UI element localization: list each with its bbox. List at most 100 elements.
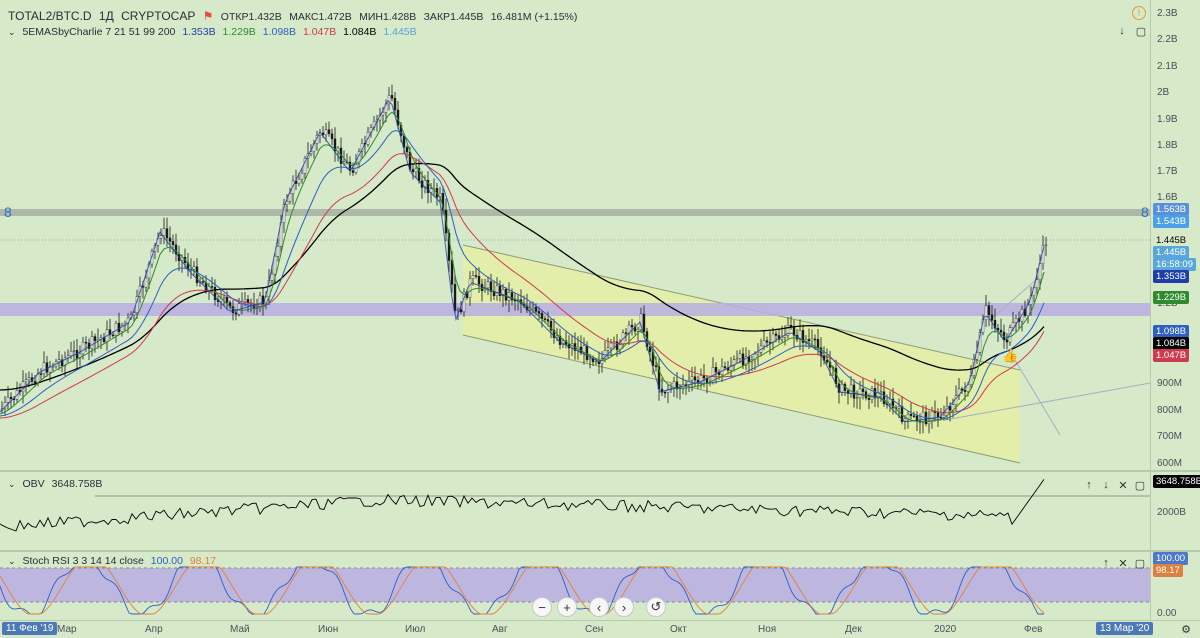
candle-body: [489, 281, 493, 292]
candle-body: [1011, 322, 1015, 328]
candle-body: [300, 173, 304, 180]
zoom-out-button[interactable]: −: [532, 597, 552, 617]
obv-line: [0, 479, 1045, 532]
candle-body: [780, 337, 784, 340]
descending-channel: [463, 245, 1020, 463]
exchange: CRYPTOCAP: [121, 9, 196, 23]
candle-body: [351, 170, 355, 173]
candle-body: [225, 296, 229, 303]
candle-body: [42, 362, 46, 375]
stoch-d-axis-label: 98.17: [1153, 564, 1183, 577]
maximize-pane-icon[interactable]: ▢: [1134, 557, 1146, 570]
price-label: 1.229B: [1153, 291, 1190, 304]
candle-body: [93, 336, 97, 341]
symbol-name[interactable]: TOTAL2/BTC.D: [8, 9, 92, 23]
candle-body: [984, 305, 988, 320]
collapse-chevron-icon[interactable]: ⌄: [8, 479, 16, 489]
candle-body: [114, 322, 118, 336]
candle-body: [729, 365, 733, 371]
obv-tick: 2000B: [1157, 507, 1186, 518]
stoch-rsi-axis[interactable]: 100.00 98.17 0.00: [1150, 552, 1200, 620]
candle-body: [687, 379, 691, 385]
candle-body: [1005, 339, 1009, 343]
candle-body: [939, 417, 943, 419]
maximize-pane-icon[interactable]: ▢: [1135, 25, 1147, 38]
ema99-line: [0, 153, 1045, 419]
ema21-line: [0, 111, 1045, 422]
candle-body: [336, 147, 340, 152]
reset-chart-button[interactable]: ↺: [646, 597, 666, 617]
candle-body: [441, 193, 445, 211]
move-up-arrow-icon[interactable]: ↑: [1103, 557, 1109, 569]
zoom-in-button[interactable]: +: [557, 597, 577, 617]
stoch-rsi-legend[interactable]: ⌄ Stoch RSI 3 3 14 14 close 100.00 98.17: [8, 555, 220, 567]
candle-body: [543, 318, 547, 320]
stoch-rsi-name: Stoch RSI 3 3 14 14 close: [22, 555, 144, 567]
pane-separator[interactable]: [0, 550, 1200, 552]
month-label: Ноя: [758, 624, 777, 635]
price-tick: 900M: [1157, 378, 1183, 389]
obv-pane[interactable]: ⌄ OBV 3648.758B ↑ ↓ ✕ ▢: [0, 472, 1150, 548]
candle-body: [477, 276, 481, 285]
right-infinity-marker-icon: 8: [1141, 204, 1149, 220]
scroll-left-button[interactable]: ‹: [589, 597, 609, 617]
candle-body: [552, 329, 556, 338]
price-axis[interactable]: 2.3B2.2B2.1B2B1.9B1.8B1.7B1.6B1.5B1.4B1.…: [1150, 0, 1200, 470]
collapse-chevron-icon[interactable]: ⌄: [8, 556, 16, 566]
candle-body: [909, 413, 913, 416]
alert-warning-icon[interactable]: !: [1132, 6, 1146, 20]
month-label: Апр: [145, 624, 163, 635]
candle-body: [636, 329, 640, 332]
candle-body: [978, 332, 982, 353]
candle-body: [555, 335, 559, 338]
candle-body: [957, 388, 961, 396]
candle-body: [771, 333, 775, 343]
stoch-rsi-chart[interactable]: [0, 552, 1150, 620]
candle-body: [303, 158, 307, 174]
scroll-right-button[interactable]: ›: [614, 597, 634, 617]
pane-separator[interactable]: [0, 470, 1200, 472]
candle-body: [330, 133, 334, 140]
time-axis[interactable]: 11 Фев '19 Мар Апр Май Июн Июл Авг Сен О…: [0, 620, 1200, 638]
obv-legend[interactable]: ⌄ OBV 3648.758B: [8, 478, 106, 490]
settings-gear-icon[interactable]: ⚙: [1181, 623, 1191, 636]
candle-body: [192, 266, 196, 270]
candle-body: [270, 273, 274, 281]
move-up-arrow-icon[interactable]: ↑: [1086, 479, 1092, 491]
delete-pane-icon[interactable]: ✕: [1118, 557, 1128, 570]
price-tick: 800M: [1157, 405, 1183, 416]
candle-body: [219, 298, 223, 302]
obv-axis[interactable]: 3648.758B 2000B: [1150, 472, 1200, 550]
stoch-rsi-pane[interactable]: ⌄ Stoch RSI 3 3 14 14 close 100.00 98.17…: [0, 552, 1150, 620]
candle-body: [498, 285, 502, 296]
move-down-arrow-icon[interactable]: ↓: [1103, 479, 1109, 491]
interval[interactable]: 1Д: [98, 9, 114, 23]
main-chart-pane[interactable]: 👍 8 8 TOTAL2/BTC.D 1Д CRYPTOCAP ⚑ ОТКР1.…: [0, 0, 1150, 468]
price-chart[interactable]: 👍 8 8: [0, 0, 1150, 468]
candle-body: [387, 95, 391, 105]
ema-indicator-legend[interactable]: ⌄ 5EMASbyCharlie 7 21 51 99 200 1.353B 1…: [8, 26, 421, 38]
move-down-arrow-icon[interactable]: ↓: [1119, 25, 1125, 37]
candle-body: [801, 330, 805, 343]
collapse-chevron-icon[interactable]: ⌄: [8, 27, 16, 37]
candle-body: [762, 340, 766, 347]
trend-line-fan-2: [1014, 359, 1061, 436]
candle-body: [585, 345, 589, 360]
month-label: 2020: [934, 624, 957, 635]
candle-body: [756, 352, 760, 355]
candle-body: [390, 95, 394, 99]
price-label: 1.353B: [1153, 270, 1190, 283]
delete-pane-icon[interactable]: ✕: [1118, 479, 1128, 492]
candle-body: [609, 342, 613, 349]
candle-body: [39, 373, 43, 375]
maximize-pane-icon[interactable]: ▢: [1134, 479, 1146, 492]
obv-chart[interactable]: [0, 472, 1150, 548]
candle-body: [108, 329, 112, 336]
candle-body: [738, 353, 742, 359]
month-label: Сен: [585, 624, 604, 635]
indicator-name: 5EMASbyCharlie 7 21 51 99 200: [22, 26, 176, 38]
candle-body: [261, 295, 265, 305]
candle-body: [120, 325, 124, 333]
candle-body: [693, 376, 697, 381]
ohlc-change: 16.481M (+1.15%): [490, 11, 578, 23]
